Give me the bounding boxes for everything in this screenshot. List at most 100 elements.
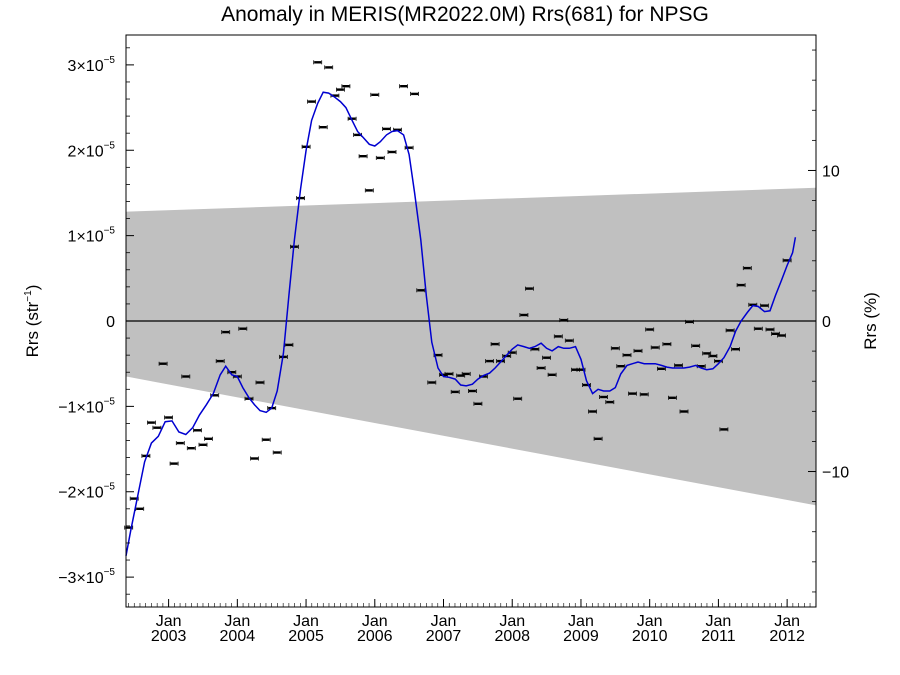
data-point (588, 409, 597, 414)
y-left-tick-label: 1×10−5 (68, 226, 116, 246)
data-point (461, 371, 471, 376)
x-tick-year: 2011 (701, 628, 736, 645)
data-point (691, 343, 701, 348)
x-tick-month: Jan (431, 613, 457, 630)
data-point (628, 391, 637, 396)
data-point (679, 409, 689, 414)
data-point (536, 366, 546, 370)
x-tick-month: Jan (637, 613, 663, 630)
data-point (261, 437, 271, 442)
chart-title: Anomaly in MERIS(MR2022.0M) Rrs(681) for… (221, 3, 709, 26)
data-point (335, 87, 345, 92)
y-axis-left-label: Rrs (str−1) (23, 285, 42, 358)
data-point (387, 150, 397, 154)
x-tick-month: Jan (706, 613, 732, 630)
x-tick-year: 2010 (632, 628, 668, 645)
data-point (221, 330, 231, 335)
data-point (358, 154, 368, 159)
x-tick-month: Jan (568, 613, 594, 630)
data-point (473, 401, 483, 406)
data-point (777, 333, 786, 338)
data-point (525, 286, 534, 291)
data-point (782, 258, 792, 263)
data-point (708, 354, 718, 358)
x-tick-month: Jan (362, 613, 388, 630)
x-tick-month: Jan (224, 613, 250, 630)
running-mean-line (125, 91, 797, 556)
data-point (742, 266, 752, 271)
data-point (662, 342, 672, 347)
y-right-tick-label: 10 (822, 163, 840, 180)
data-point (559, 318, 569, 323)
data-point (467, 389, 477, 393)
x-tick-year: 2012 (769, 628, 805, 645)
data-point (404, 145, 414, 150)
data-point (753, 326, 763, 331)
data-point (674, 363, 683, 368)
y-right-tick-label: 0 (822, 314, 831, 331)
data-point (135, 506, 145, 511)
plot-area (124, 34, 817, 608)
data-point (582, 383, 591, 387)
uncertainty-band (126, 187, 816, 506)
data-point (410, 91, 420, 96)
data-point (204, 436, 213, 441)
data-point (519, 313, 529, 317)
y-left-tick-label: −2×10−5 (58, 482, 115, 502)
data-point (318, 125, 328, 130)
data-point (702, 351, 712, 356)
data-point (490, 342, 500, 347)
data-point (152, 425, 162, 430)
data-point (169, 461, 179, 466)
data-point (124, 525, 134, 530)
data-point (175, 441, 185, 446)
x-tick-year: 2007 (426, 628, 462, 645)
data-point (719, 427, 729, 432)
data-point (599, 395, 608, 399)
data-point (164, 415, 174, 420)
data-point (444, 371, 454, 376)
data-point (364, 188, 374, 193)
data-point (760, 303, 769, 308)
x-tick-year: 2005 (288, 628, 324, 645)
data-point (731, 347, 740, 352)
y-left-tick-label: −3×10−5 (58, 567, 115, 587)
data-point (370, 92, 380, 97)
data-point (650, 345, 660, 350)
data-point (605, 400, 615, 405)
data-point (657, 366, 666, 371)
y-axis-right: 10 0 −10 (808, 49, 849, 593)
data-point (186, 446, 196, 451)
data-point (250, 456, 259, 461)
x-tick-year: 2004 (220, 628, 256, 645)
data-point (141, 453, 151, 458)
data-point (593, 436, 603, 441)
x-tick-month: Jan (774, 613, 800, 630)
y-right-tick-label: −10 (822, 465, 849, 482)
x-tick-month: Jan (499, 613, 525, 630)
data-point (341, 84, 351, 89)
data-point (158, 361, 168, 366)
data-point (416, 288, 426, 293)
data-point (198, 442, 208, 447)
x-tick-year: 2006 (357, 628, 393, 645)
data-point (313, 60, 323, 65)
data-point (272, 450, 282, 455)
x-tick-year: 2003 (151, 628, 187, 645)
y-left-tick-label: 2×10−5 (68, 140, 116, 160)
data-point (639, 392, 649, 397)
data-point (307, 99, 317, 104)
data-point (725, 328, 735, 333)
x-tick-month: Jan (156, 613, 182, 630)
data-point (685, 319, 694, 324)
y-left-tick-label: 0 (106, 314, 115, 331)
y-left-tick-label: 3×10−5 (68, 55, 116, 75)
data-point (553, 334, 563, 339)
x-tick-year: 2009 (563, 628, 599, 645)
x-tick-month: Jan (293, 613, 319, 630)
x-tick-year: 2008 (494, 628, 530, 645)
x-axis: Jan2003Jan2004Jan2005Jan2006Jan2007Jan20… (128, 599, 817, 645)
data-point (450, 389, 460, 394)
